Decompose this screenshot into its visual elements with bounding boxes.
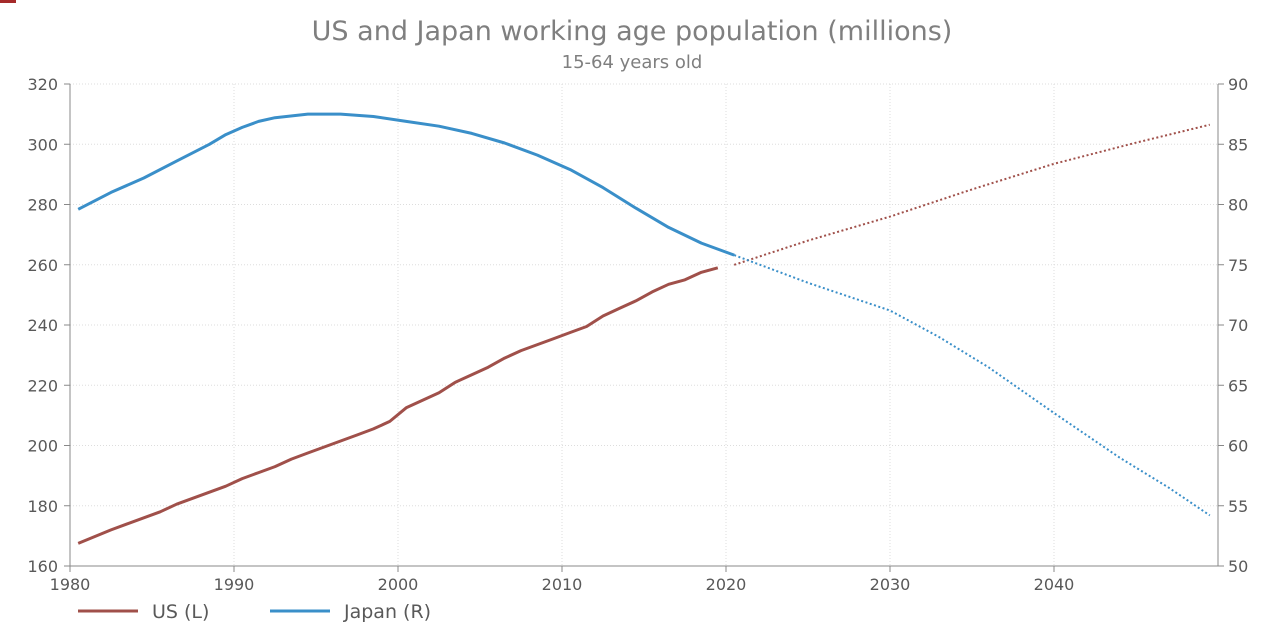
y-right-tick-label: 85 — [1228, 135, 1248, 154]
y-right-tick-label: 75 — [1228, 256, 1248, 275]
x-tick-label: 2020 — [706, 575, 747, 594]
y-right-tick-label: 50 — [1228, 557, 1248, 576]
gridlines — [70, 83, 1218, 566]
y-left-tick-label: 180 — [27, 497, 58, 516]
y-left-tick-label: 240 — [27, 316, 58, 335]
chart-title: US and Japan working age population (mil… — [312, 16, 953, 47]
y-left-tick-label: 300 — [27, 135, 58, 154]
y-right-tick-label: 60 — [1228, 437, 1248, 456]
y-left-tick-label: 320 — [27, 75, 58, 94]
y-right-tick-label: 55 — [1228, 497, 1248, 516]
x-tick-label: 2030 — [870, 575, 911, 594]
y-left-tick-label: 200 — [27, 437, 58, 456]
chart-subtitle: 15-64 years old — [562, 52, 703, 73]
y-left-tick-label: 280 — [27, 196, 58, 215]
series-lines — [77, 112, 1211, 545]
legend: US (L) Japan (R) — [78, 601, 431, 623]
y-right-tick-label: 80 — [1228, 196, 1248, 215]
x-tick-label: 2010 — [542, 575, 583, 594]
us-l-legend-label: US (L) — [152, 601, 209, 623]
y-right-tick-label: 90 — [1228, 75, 1248, 94]
japan-r-actual-line — [77, 112, 735, 257]
y-right-tick-label: 65 — [1228, 376, 1248, 395]
corner-accent-mark — [0, 0, 16, 3]
x-tick-label: 1980 — [50, 575, 91, 594]
x-tick-label: 2040 — [1034, 575, 1075, 594]
us-l-actual-line — [77, 266, 719, 545]
us-l-projected-line — [733, 123, 1211, 266]
y-left-tick-label: 260 — [27, 256, 58, 275]
axes: 160 180 200 220 240 260 280 300 320 50 55 60 65 70 75 8… — [27, 75, 1248, 594]
y-left-tick-label: 220 — [27, 376, 58, 395]
x-tick-label: 1990 — [214, 575, 255, 594]
x-tick-label: 2000 — [378, 575, 419, 594]
y-left-tick-label: 160 — [27, 557, 58, 576]
y-right-tick-label: 70 — [1228, 316, 1248, 335]
japan-r-legend-label: Japan (R) — [343, 601, 431, 623]
